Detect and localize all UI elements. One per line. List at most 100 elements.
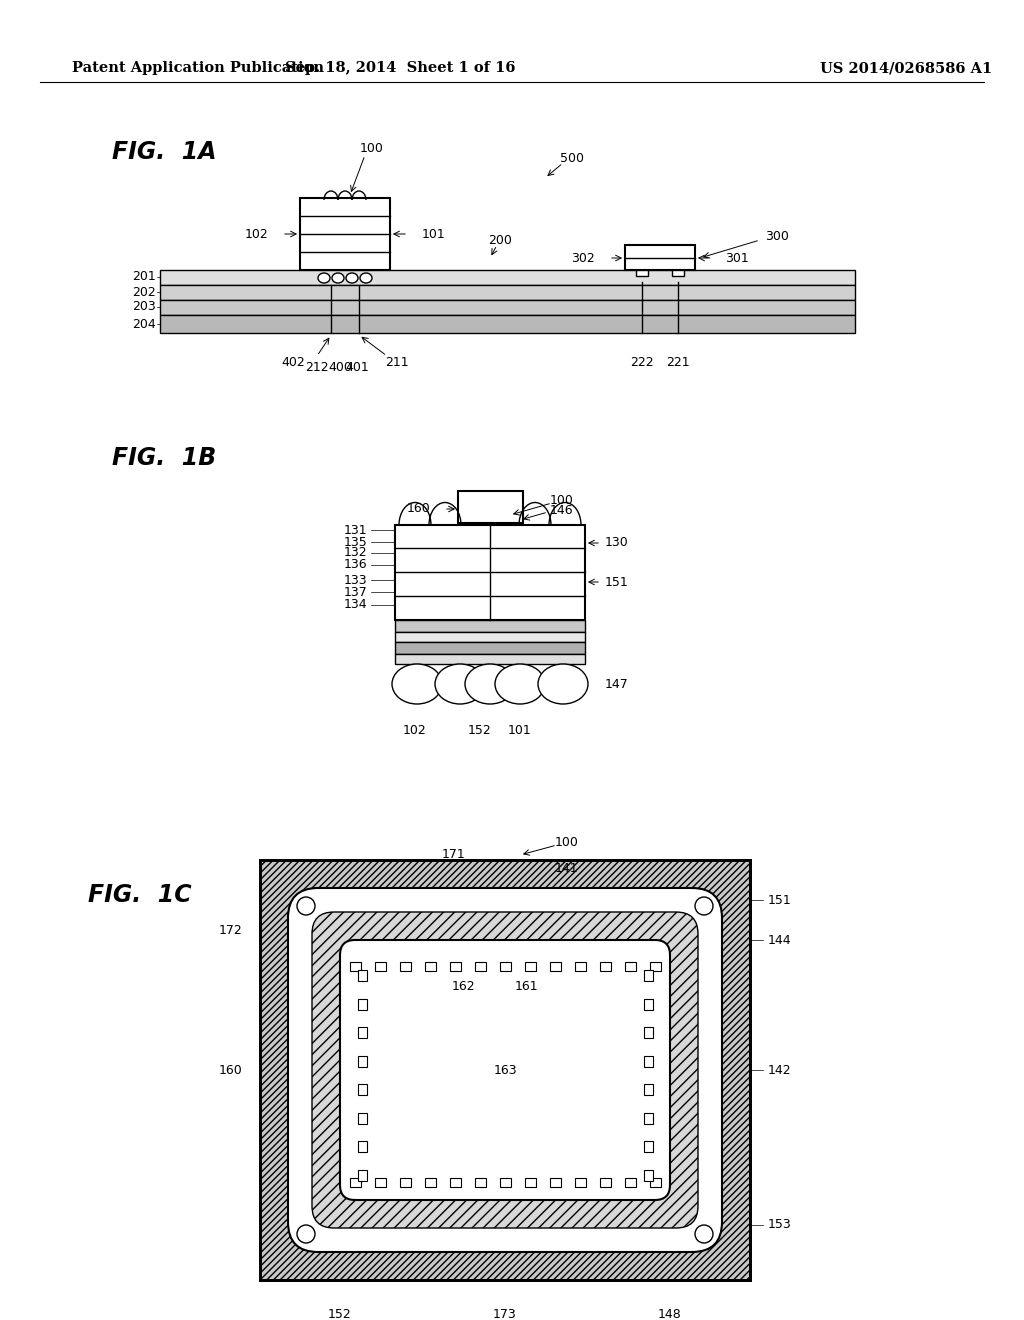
Text: FIG.  1A: FIG. 1A [112, 140, 216, 164]
Bar [550, 1177, 561, 1187]
Text: 136: 136 [343, 558, 367, 572]
Bar [644, 998, 653, 1010]
Bar [644, 1027, 653, 1038]
Bar [625, 962, 636, 972]
Circle shape [297, 898, 315, 915]
Bar [500, 962, 511, 972]
Text: 144: 144 [768, 933, 792, 946]
Bar [644, 1113, 653, 1123]
Bar [600, 962, 611, 972]
Bar [550, 962, 561, 972]
Text: 400: 400 [328, 360, 352, 374]
Text: 102: 102 [245, 227, 268, 240]
Text: US 2014/0268586 A1: US 2014/0268586 A1 [820, 61, 992, 75]
Bar [575, 962, 586, 972]
Circle shape [297, 1225, 315, 1243]
Text: 133: 133 [343, 573, 367, 586]
Bar [475, 962, 486, 972]
Text: 500: 500 [560, 152, 584, 165]
Ellipse shape [332, 273, 344, 282]
Text: 171: 171 [441, 849, 465, 862]
Bar [500, 1177, 511, 1187]
Bar [644, 1056, 653, 1067]
Circle shape [695, 898, 713, 915]
Bar [450, 1177, 461, 1187]
Bar [350, 962, 361, 972]
Text: 130: 130 [605, 536, 629, 549]
Text: 162: 162 [452, 981, 475, 994]
Ellipse shape [435, 664, 485, 704]
Bar [395, 642, 585, 653]
FancyBboxPatch shape [288, 888, 722, 1251]
Text: 160: 160 [407, 503, 430, 516]
FancyBboxPatch shape [312, 912, 698, 1228]
Bar [375, 962, 386, 972]
Bar [260, 861, 750, 1280]
Text: 137: 137 [343, 586, 367, 598]
Ellipse shape [495, 664, 545, 704]
Text: 163: 163 [494, 1064, 517, 1077]
Text: 131: 131 [343, 524, 367, 536]
Bar [358, 998, 367, 1010]
Bar [358, 1056, 367, 1067]
Text: 147: 147 [605, 677, 629, 690]
Text: 300: 300 [765, 231, 788, 243]
Ellipse shape [465, 664, 515, 704]
Ellipse shape [360, 273, 372, 282]
Text: FIG.  1C: FIG. 1C [88, 883, 191, 907]
Text: 100: 100 [550, 494, 573, 507]
Bar [475, 1177, 486, 1187]
Bar [358, 1084, 367, 1096]
Text: 212: 212 [305, 360, 329, 374]
Bar [525, 962, 536, 972]
Bar [650, 962, 662, 972]
Text: 101: 101 [508, 723, 531, 737]
Text: 142: 142 [768, 1064, 792, 1077]
Bar [425, 1177, 436, 1187]
Bar [644, 1142, 653, 1152]
Text: 153: 153 [768, 1218, 792, 1232]
Text: FIG.  1B: FIG. 1B [112, 446, 216, 470]
Text: 211: 211 [385, 356, 409, 370]
Ellipse shape [346, 273, 358, 282]
Text: 173: 173 [494, 1308, 517, 1320]
Bar [350, 1177, 361, 1187]
Text: 132: 132 [343, 546, 367, 560]
Bar [644, 970, 653, 981]
Bar [358, 970, 367, 981]
Bar [358, 1113, 367, 1123]
Bar [625, 1177, 636, 1187]
Text: 204: 204 [132, 318, 156, 330]
Text: 100: 100 [555, 836, 579, 849]
Text: 301: 301 [725, 252, 749, 264]
Bar [650, 1177, 662, 1187]
Text: 146: 146 [550, 503, 573, 516]
Bar [160, 285, 855, 300]
Text: 101: 101 [422, 227, 445, 240]
Bar [395, 632, 585, 642]
Text: 141: 141 [555, 862, 579, 874]
Text: 172: 172 [218, 924, 242, 936]
Bar [450, 962, 461, 972]
Bar [300, 198, 390, 271]
Text: 222: 222 [630, 356, 653, 370]
Bar [644, 1170, 653, 1181]
Bar [400, 1177, 411, 1187]
Bar [636, 271, 648, 276]
Bar [575, 1177, 586, 1187]
Text: 151: 151 [605, 576, 629, 589]
Bar [644, 1084, 653, 1096]
Text: 160: 160 [218, 1064, 242, 1077]
Text: 152: 152 [328, 1308, 352, 1320]
Text: 152: 152 [468, 723, 492, 737]
Circle shape [695, 1225, 713, 1243]
Text: 100: 100 [360, 141, 384, 154]
Bar [625, 246, 695, 271]
Text: 202: 202 [132, 285, 156, 298]
Bar [525, 1177, 536, 1187]
Text: 221: 221 [667, 356, 690, 370]
Bar [358, 1027, 367, 1038]
Text: 203: 203 [132, 301, 156, 314]
Ellipse shape [538, 664, 588, 704]
Bar [358, 1170, 367, 1181]
